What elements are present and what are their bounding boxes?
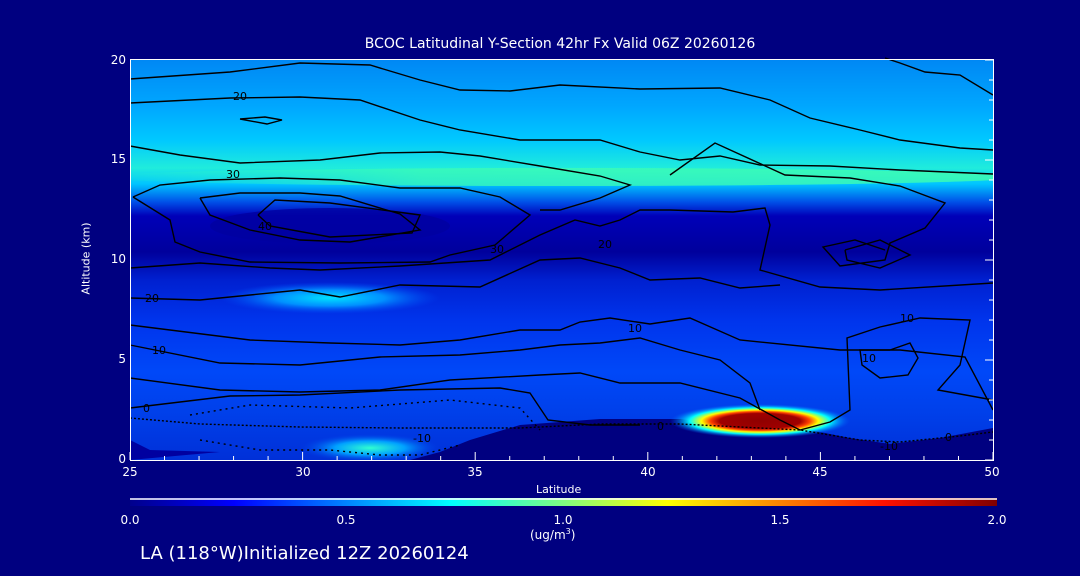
contour-label: 20 [145, 292, 159, 305]
terrain [410, 419, 993, 460]
colorbar-units: (ug/m3) [530, 527, 576, 542]
x-ticks [129, 452, 994, 460]
y-tick-label: 0 [118, 452, 126, 466]
y-tick-label: 5 [118, 352, 126, 366]
contour-line [884, 57, 994, 96]
contours [129, 57, 994, 456]
contour-label: 10 [862, 352, 876, 365]
x-tick-label: 25 [122, 465, 138, 479]
contour-line [239, 116, 283, 125]
contour-line [669, 142, 947, 267]
y-tick-label: 15 [110, 152, 126, 166]
low-minimum [130, 440, 220, 460]
contour-label: 10 [152, 344, 166, 357]
colorbar-tick-label: 0.5 [336, 513, 356, 527]
contour-line [129, 207, 994, 291]
contour-label: 0 [657, 420, 664, 433]
contour-line [189, 399, 541, 431]
contour-label: 0 [143, 402, 150, 415]
mid-level-maximum [220, 282, 440, 314]
plot-frame [130, 59, 994, 461]
contour-line [129, 417, 994, 443]
contour-line [859, 342, 919, 379]
contour-label: 10 [628, 322, 642, 335]
contour-line [199, 192, 422, 243]
contour-line [257, 199, 422, 238]
contour-line [129, 96, 994, 175]
surface-maximum [670, 404, 850, 438]
contour-label: -10 [880, 440, 898, 453]
contour-line [129, 337, 761, 411]
contour-label: 30 [226, 168, 240, 181]
contour-line [129, 257, 781, 301]
contour-line [129, 387, 640, 426]
contour-label: 20 [233, 90, 247, 103]
footer-text: LA (118°W)Initialized 12Z 20260124 [140, 543, 469, 564]
contour-label: 40 [258, 220, 272, 233]
x-axis-title: Latitude [536, 483, 582, 496]
contour-label: 30 [490, 243, 504, 256]
contour-line [844, 239, 912, 269]
contour-line [129, 145, 633, 211]
upper-level-band [130, 168, 993, 186]
contour-label: -10 [413, 432, 431, 445]
chart-title: BCOC Latitudinal Y-Section 42hr Fx Valid… [364, 36, 756, 52]
contour-label: 10 [900, 312, 914, 325]
axes [129, 59, 994, 461]
x-tick-label: 40 [640, 465, 656, 479]
low-level-maximum [300, 434, 440, 460]
y-tick-label: 10 [110, 252, 126, 266]
x-tick-label: 45 [812, 465, 828, 479]
contour-line [129, 62, 994, 151]
contour-label: 0 [945, 431, 952, 444]
contour-line [129, 317, 994, 431]
colorbar-tick-label: 1.0 [553, 513, 573, 527]
colorbar-tick-label: 0.0 [120, 513, 140, 527]
x-tick-label: 30 [295, 465, 311, 479]
contour-labels: 20 30 40 30 20 10 0 -10 20 10 10 10 0 -1… [143, 90, 952, 453]
y-tick-label: 20 [110, 53, 126, 67]
y-ticks [985, 59, 993, 461]
contour-line [132, 177, 532, 264]
x-tick-label: 50 [984, 465, 1000, 479]
colorbar-tick-label: 2.0 [987, 513, 1007, 527]
colorbar-tick-label: 1.5 [770, 513, 790, 527]
field-background [130, 60, 993, 460]
contour-label: 20 [598, 238, 612, 251]
colorbar [130, 498, 997, 506]
y-axis-title: Altitude (km) [79, 222, 93, 295]
x-tick-label: 35 [467, 465, 483, 479]
